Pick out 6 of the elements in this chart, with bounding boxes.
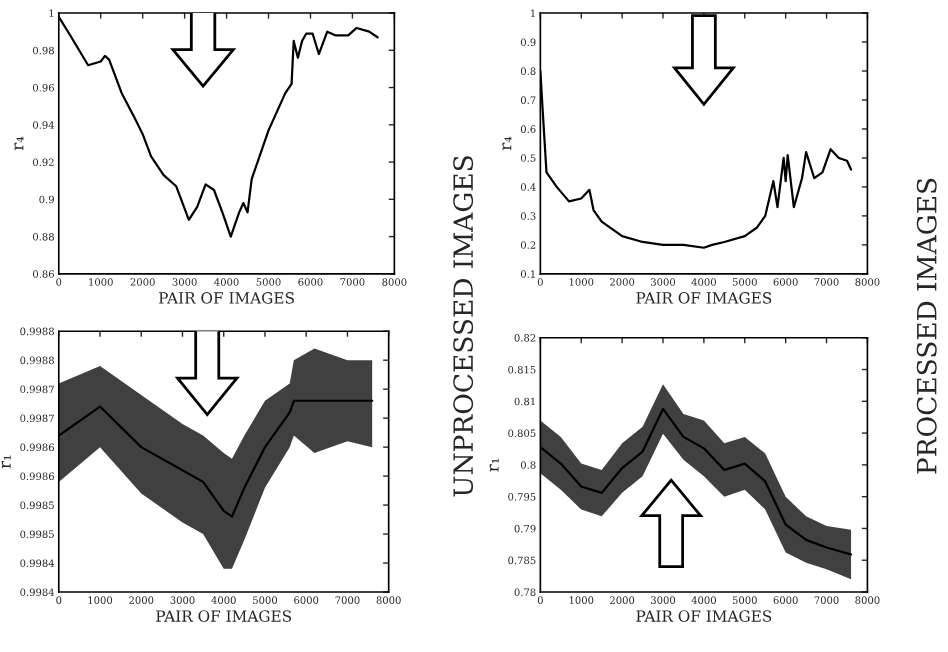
y-axis-title: r₄: [502, 136, 512, 151]
text: UNPROCESSED IMAGES: [453, 156, 474, 497]
text: PROCESSED IMAGES: [916, 178, 937, 474]
y-axis-title: r₄: [14, 136, 24, 151]
y-axis-title: r₁: [1, 455, 11, 469]
y-axis-title: r₁: [489, 458, 499, 472]
